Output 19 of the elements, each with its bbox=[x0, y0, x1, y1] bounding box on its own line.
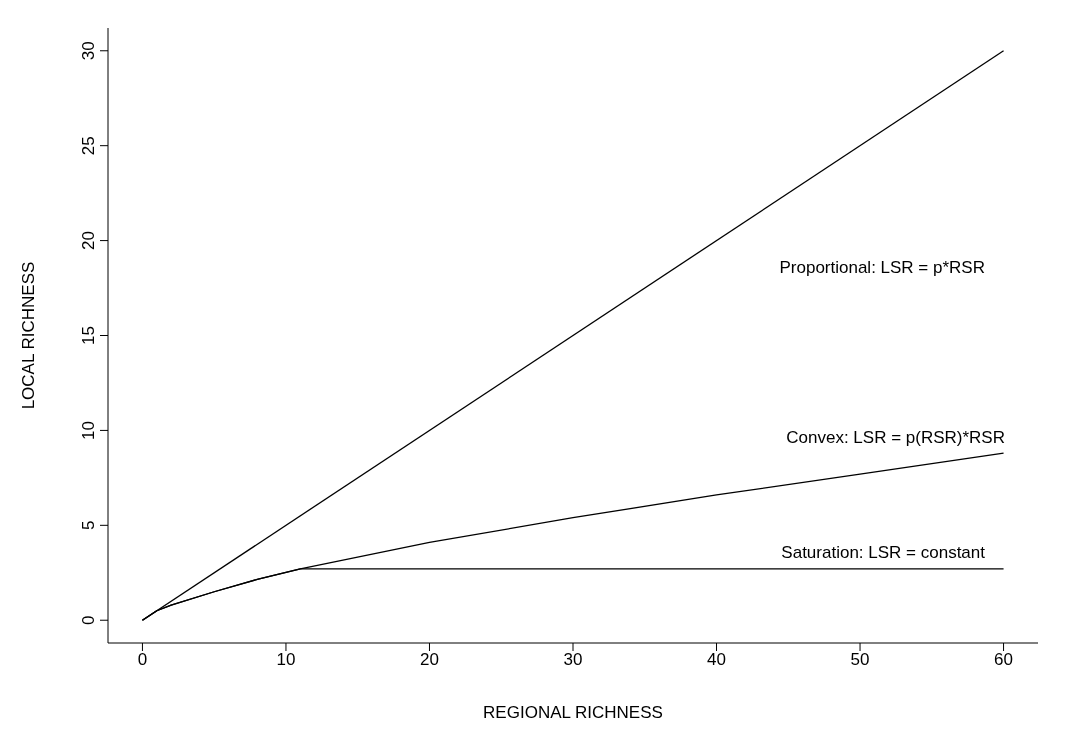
x-tick-label: 50 bbox=[850, 650, 870, 670]
x-tick-label: 10 bbox=[276, 650, 296, 670]
x-tick-label: 0 bbox=[137, 650, 148, 670]
x-tick-label: 30 bbox=[563, 650, 583, 670]
annotation: Convex: LSR = p(RSR)*RSR bbox=[786, 428, 1005, 448]
y-axis-title: LOCAL RICHNESS bbox=[19, 261, 39, 410]
x-tick-label: 60 bbox=[994, 650, 1014, 670]
y-tick-label: 20 bbox=[79, 231, 98, 251]
y-tick-label: 25 bbox=[79, 136, 98, 156]
y-tick-label: 10 bbox=[79, 420, 98, 440]
annotation: Proportional: LSR = p*RSR bbox=[779, 258, 985, 278]
y-tick-label: 5 bbox=[79, 520, 98, 531]
y-tick-label: 0 bbox=[79, 615, 98, 625]
y-tick-label: 15 bbox=[79, 326, 98, 345]
x-tick-label: 40 bbox=[707, 650, 726, 670]
y-tick-label: 30 bbox=[79, 41, 98, 61]
x-tick-label: 20 bbox=[420, 650, 439, 670]
annotation: Saturation: LSR = constant bbox=[781, 543, 985, 563]
x-axis-title: REGIONAL RICHNESS bbox=[483, 703, 663, 722]
